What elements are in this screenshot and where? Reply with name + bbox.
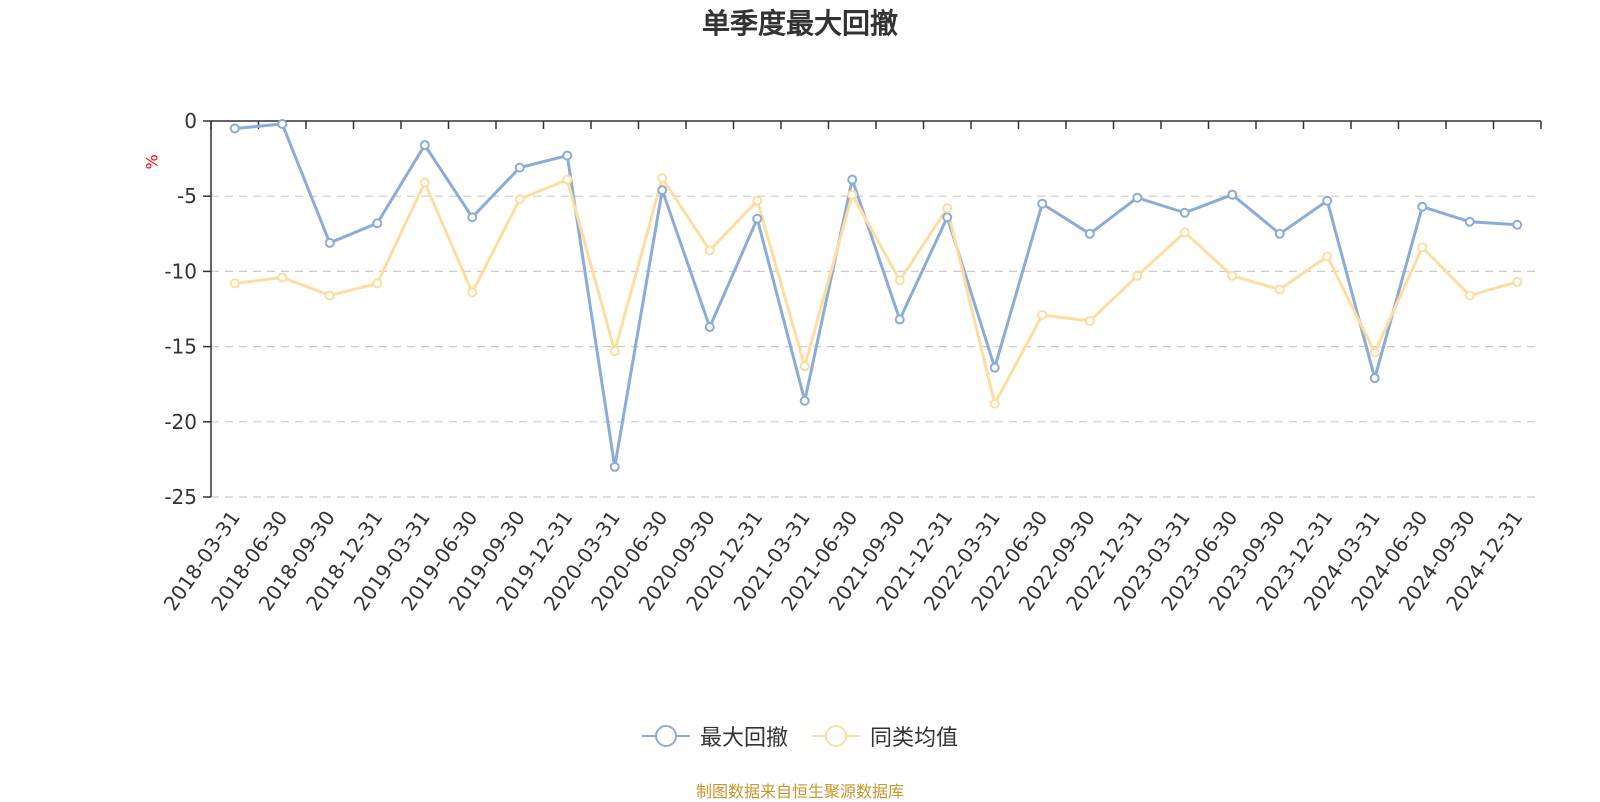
- data-point-series-0: [1464, 216, 1475, 227]
- data-point-series-1: [229, 278, 240, 289]
- data-point-series-0: [1369, 373, 1380, 384]
- data-point-series-1: [514, 194, 525, 205]
- data-point-series-0: [752, 213, 763, 224]
- y-tick-label: -5: [177, 184, 197, 208]
- data-point-series-0: [229, 123, 240, 134]
- data-point-series-0: [609, 461, 620, 472]
- data-point-series-0: [467, 212, 478, 223]
- data-point-series-1: [894, 275, 905, 286]
- data-point-series-0: [704, 322, 715, 333]
- data-point-series-0: [1084, 228, 1095, 239]
- data-point-series-1: [1179, 227, 1190, 238]
- y-tick-label: -15: [164, 335, 197, 359]
- legend-item-series-1[interactable]: 同类均值: [812, 720, 958, 752]
- data-point-series-0: [1417, 201, 1428, 212]
- chart-title: 单季度最大回撤: [701, 7, 898, 40]
- data-point-series-0: [989, 362, 1000, 373]
- data-point-series-1: [419, 177, 430, 188]
- data-point-series-0: [1227, 189, 1238, 200]
- data-point-series-0: [799, 395, 810, 406]
- data-point-series-0: [894, 314, 905, 325]
- data-point-series-1: [1369, 347, 1380, 358]
- data-point-series-0: [277, 119, 288, 130]
- data-point-series-0: [514, 162, 525, 173]
- data-point-series-1: [704, 245, 715, 256]
- data-point-series-1: [1512, 276, 1523, 287]
- data-point-series-0: [562, 150, 573, 161]
- data-point-series-0: [1322, 195, 1333, 206]
- data-point-series-1: [1132, 270, 1143, 281]
- data-point-series-1: [752, 195, 763, 206]
- data-point-series-0: [1179, 207, 1190, 218]
- legend: 最大回撤 同类均值: [0, 720, 1600, 752]
- series-line-1: [234, 176, 1518, 406]
- y-tick-label: -10: [164, 259, 197, 283]
- data-point-series-0: [847, 174, 858, 185]
- data-point-series-0: [1132, 192, 1143, 203]
- data-point-series-1: [799, 361, 810, 372]
- y-tick-label: -20: [164, 410, 197, 434]
- data-point-series-1: [562, 174, 573, 185]
- data-point-series-1: [847, 189, 858, 200]
- legend-label-series-0: 最大回撤: [699, 726, 788, 751]
- data-point-series-0: [419, 140, 430, 151]
- data-point-series-1: [277, 272, 288, 283]
- data-point-series-0: [1274, 228, 1285, 239]
- legend-label-series-1: 同类均值: [870, 726, 959, 751]
- legend-marker-series-1: [812, 725, 860, 747]
- data-point-series-1: [1227, 270, 1238, 281]
- data-point-series-1: [1417, 242, 1428, 253]
- data-point-series-1: [324, 290, 335, 301]
- data-point-series-1: [657, 173, 668, 184]
- data-point-series-0: [657, 185, 668, 196]
- data-point-series-0: [372, 218, 383, 229]
- data-point-series-0: [324, 237, 335, 248]
- data-point-series-1: [989, 398, 1000, 409]
- legend-item-series-0[interactable]: 最大回撤: [641, 720, 788, 752]
- legend-marker-series-0: [641, 725, 690, 747]
- y-tick-label: -25: [164, 485, 197, 509]
- data-point-series-1: [1464, 290, 1475, 301]
- data-point-series-0: [942, 212, 953, 223]
- data-point-series-1: [609, 346, 620, 357]
- data-point-series-0: [1512, 219, 1523, 230]
- y-tick-label: 0: [184, 109, 197, 133]
- series-line-0: [234, 122, 1518, 469]
- data-point-series-1: [1037, 310, 1048, 321]
- data-point-series-1: [467, 287, 478, 298]
- data-point-series-1: [1274, 284, 1285, 295]
- data-point-series-1: [1084, 316, 1095, 327]
- data-point-series-1: [1322, 251, 1333, 262]
- data-point-series-0: [1037, 198, 1048, 209]
- data-point-series-1: [942, 203, 953, 214]
- data-source-note: 制图数据来自恒生聚源数据库: [695, 782, 904, 801]
- data-point-series-1: [372, 278, 383, 289]
